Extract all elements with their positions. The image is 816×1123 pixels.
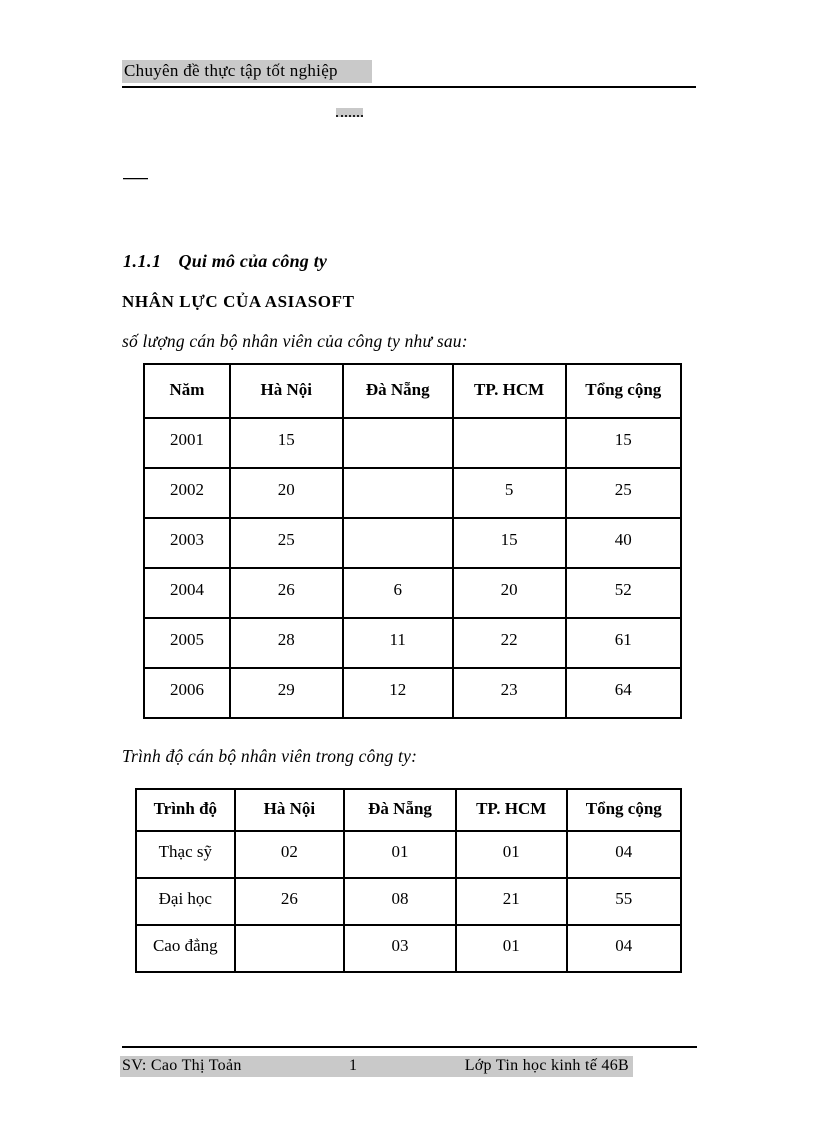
column-header: Hà Nội	[228, 363, 344, 419]
table-cell: 40	[564, 517, 683, 569]
qualification-table: Trình độ Hà Nội Đà Nẵng TP. HCM Tổng cộng Th…	[135, 788, 683, 973]
table-cell: 6	[341, 567, 454, 619]
column-header: Tổng cộng	[565, 788, 683, 832]
table-header-row: Trình độ Hà Nội Đà Nẵng TP. HCM Tổng cộng	[135, 788, 683, 832]
table-row: 2006 29 12 23 64	[143, 667, 683, 719]
table-cell: 2005	[143, 617, 231, 669]
table-row: Đại học 26 08 21 55	[135, 877, 683, 926]
page-header: Chuyên đề thực tập tốt nghiệp	[122, 60, 697, 83]
table-cell: 04	[565, 830, 683, 879]
table-cell: 20	[228, 467, 344, 519]
table-cell: 11	[341, 617, 454, 669]
table-row: 2005 28 11 22 61	[143, 617, 683, 669]
column-header: Đà Nẵng	[341, 363, 454, 419]
table-cell: 01	[343, 830, 457, 879]
column-header: Năm	[143, 363, 231, 419]
column-header: TP. HCM	[454, 788, 568, 832]
table-row: 2004 26 6 20 52	[143, 567, 683, 619]
edit-mark-dashes	[336, 108, 363, 117]
table-row: 2002 20 5 25	[143, 467, 683, 519]
table-cell: Cao đẳng	[135, 924, 236, 973]
table-cell: 15	[564, 417, 683, 469]
table-cell: 20	[451, 567, 567, 619]
edit-mark-line	[123, 178, 148, 180]
column-header: Hà Nội	[233, 788, 346, 832]
table-cell: 64	[564, 667, 683, 719]
table-cell: 15	[451, 517, 567, 569]
table-cell: 2001	[143, 417, 231, 469]
table-header-row: Năm Hà Nội Đà Nẵng TP. HCM Tổng cộng	[143, 363, 683, 419]
table-cell	[341, 417, 454, 469]
table-cell: 22	[451, 617, 567, 669]
section-heading: 1.1.1 Qui mô của công ty	[123, 251, 327, 272]
table-cell: 21	[454, 877, 568, 926]
footer-class-name: Lớp Tin học kinh tế 46B	[464, 1057, 629, 1074]
table-row: Thạc sỹ 02 01 01 04	[135, 830, 683, 879]
table-row: Cao đẳng 03 01 04	[135, 924, 683, 973]
table-cell: 26	[228, 567, 344, 619]
page-header-title: Chuyên đề thực tập tốt nghiệp	[122, 60, 372, 83]
table-cell: 2006	[143, 667, 231, 719]
table-cell: 12	[341, 667, 454, 719]
section-title: Qui mô của công ty	[178, 251, 328, 271]
section-number: 1.1.1	[123, 251, 162, 271]
table-cell: 02	[233, 830, 346, 879]
table-cell: 28	[228, 617, 344, 669]
footer-page-number: 1	[349, 1057, 358, 1074]
subtitle: NHÂN LỰC CỦA ASIASOFT	[122, 292, 355, 311]
column-header: TP. HCM	[451, 363, 567, 419]
table-row: 2003 25 15 40	[143, 517, 683, 569]
table-cell: 03	[343, 924, 457, 973]
table-cell: 15	[228, 417, 344, 469]
table-cell: Đại học	[135, 877, 236, 926]
table-row: 2001 15 15	[143, 417, 683, 469]
table-cell: 04	[565, 924, 683, 973]
footer-student-name: SV: Cao Thị Toản	[122, 1057, 242, 1074]
table-cell: 2004	[143, 567, 231, 619]
headcount-by-year-table: Năm Hà Nội Đà Nẵng TP. HCM Tổng cộng 2001 15 1…	[143, 363, 683, 719]
table-cell: 25	[228, 517, 344, 569]
table-cell: 01	[454, 830, 568, 879]
column-header: Đà Nẵng	[343, 788, 457, 832]
page-footer: SV: Cao Thị Toản 1 Lớp Tin học kinh tế 4…	[120, 1056, 633, 1077]
table-cell	[341, 467, 454, 519]
table-cell: 2002	[143, 467, 231, 519]
column-header: Trình độ	[135, 788, 236, 832]
table-cell: Thạc sỹ	[135, 830, 236, 879]
footer-rule	[122, 1046, 697, 1048]
table-cell: 23	[451, 667, 567, 719]
table-cell: 5	[451, 467, 567, 519]
table-cell: 61	[564, 617, 683, 669]
table-cell: 52	[564, 567, 683, 619]
table-cell: 2003	[143, 517, 231, 569]
table-cell: 25	[564, 467, 683, 519]
table1-caption: số lượng cán bộ nhân viên của công ty nh…	[122, 331, 468, 351]
header-rule	[122, 86, 696, 88]
table-cell: 29	[228, 667, 344, 719]
table-cell: 55	[565, 877, 683, 926]
table2-caption: Trình độ cán bộ nhân viên trong công ty:	[122, 746, 418, 766]
table-cell	[233, 924, 346, 973]
table-cell: 26	[233, 877, 346, 926]
table-cell	[451, 417, 567, 469]
column-header: Tổng cộng	[564, 363, 683, 419]
table-cell	[341, 517, 454, 569]
table-cell: 08	[343, 877, 457, 926]
table-cell: 01	[454, 924, 568, 973]
